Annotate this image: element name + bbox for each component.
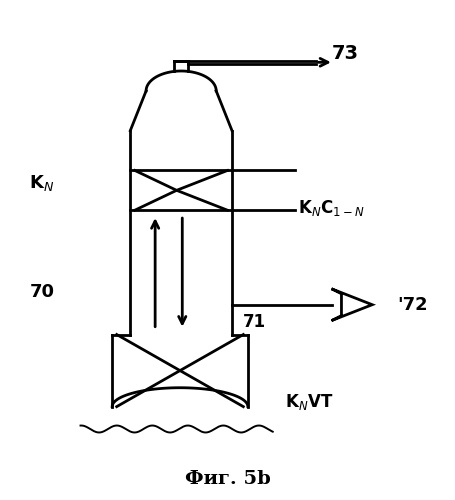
Text: K$_N$C$_{1-N}$: K$_N$C$_{1-N}$ [298, 198, 365, 218]
Text: 70: 70 [30, 284, 55, 302]
Text: 71: 71 [243, 313, 266, 331]
Text: K$_N$VT: K$_N$VT [285, 392, 333, 411]
Text: 73: 73 [332, 44, 359, 63]
Text: Фиг. 5b: Фиг. 5b [185, 470, 270, 488]
Text: '72: '72 [398, 296, 428, 314]
Text: K$_N$: K$_N$ [30, 173, 55, 193]
